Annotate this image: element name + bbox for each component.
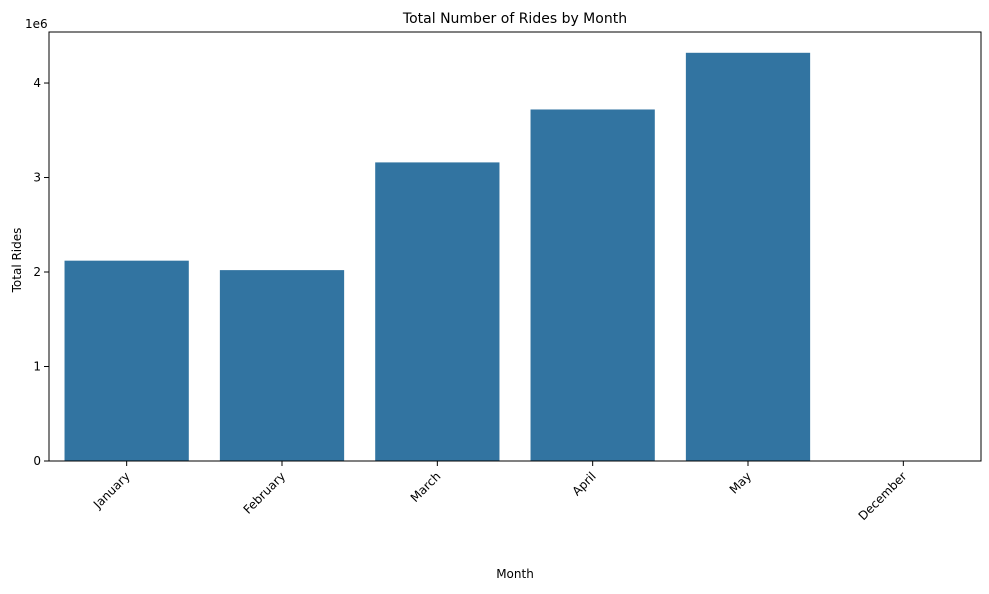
chart-title: Total Number of Rides by Month [402, 11, 627, 27]
bar-may [685, 52, 811, 461]
x-tick-label-march: March [408, 469, 444, 505]
x-tick-label-february: February [241, 469, 289, 517]
y-axis-label: Total Rides [10, 228, 24, 294]
y-tick-label: 2 [33, 265, 41, 279]
x-axis-label: Month [496, 567, 534, 581]
plot-frame [48, 31, 982, 462]
x-tick-label-january: January [90, 469, 133, 512]
y-tick-label: 4 [33, 76, 41, 90]
bar-march [375, 162, 500, 461]
y-tick-label: 0 [33, 454, 41, 468]
bars-layer [64, 52, 811, 461]
x-tick-label-april: April [569, 469, 598, 498]
y-axis-multiplier: 1e6 [25, 17, 48, 31]
x-tick-label-may: May [727, 469, 754, 496]
y-tick-label: 1 [33, 360, 41, 374]
y-tick-label: 3 [33, 171, 41, 185]
y-ticks: 0 1 2 3 4 [33, 76, 49, 468]
bar-january [64, 260, 189, 461]
x-ticks: January February March April May December [90, 461, 909, 523]
bar-april [530, 109, 655, 461]
x-tick-label-december: December [856, 469, 910, 523]
bar-february [219, 270, 345, 461]
